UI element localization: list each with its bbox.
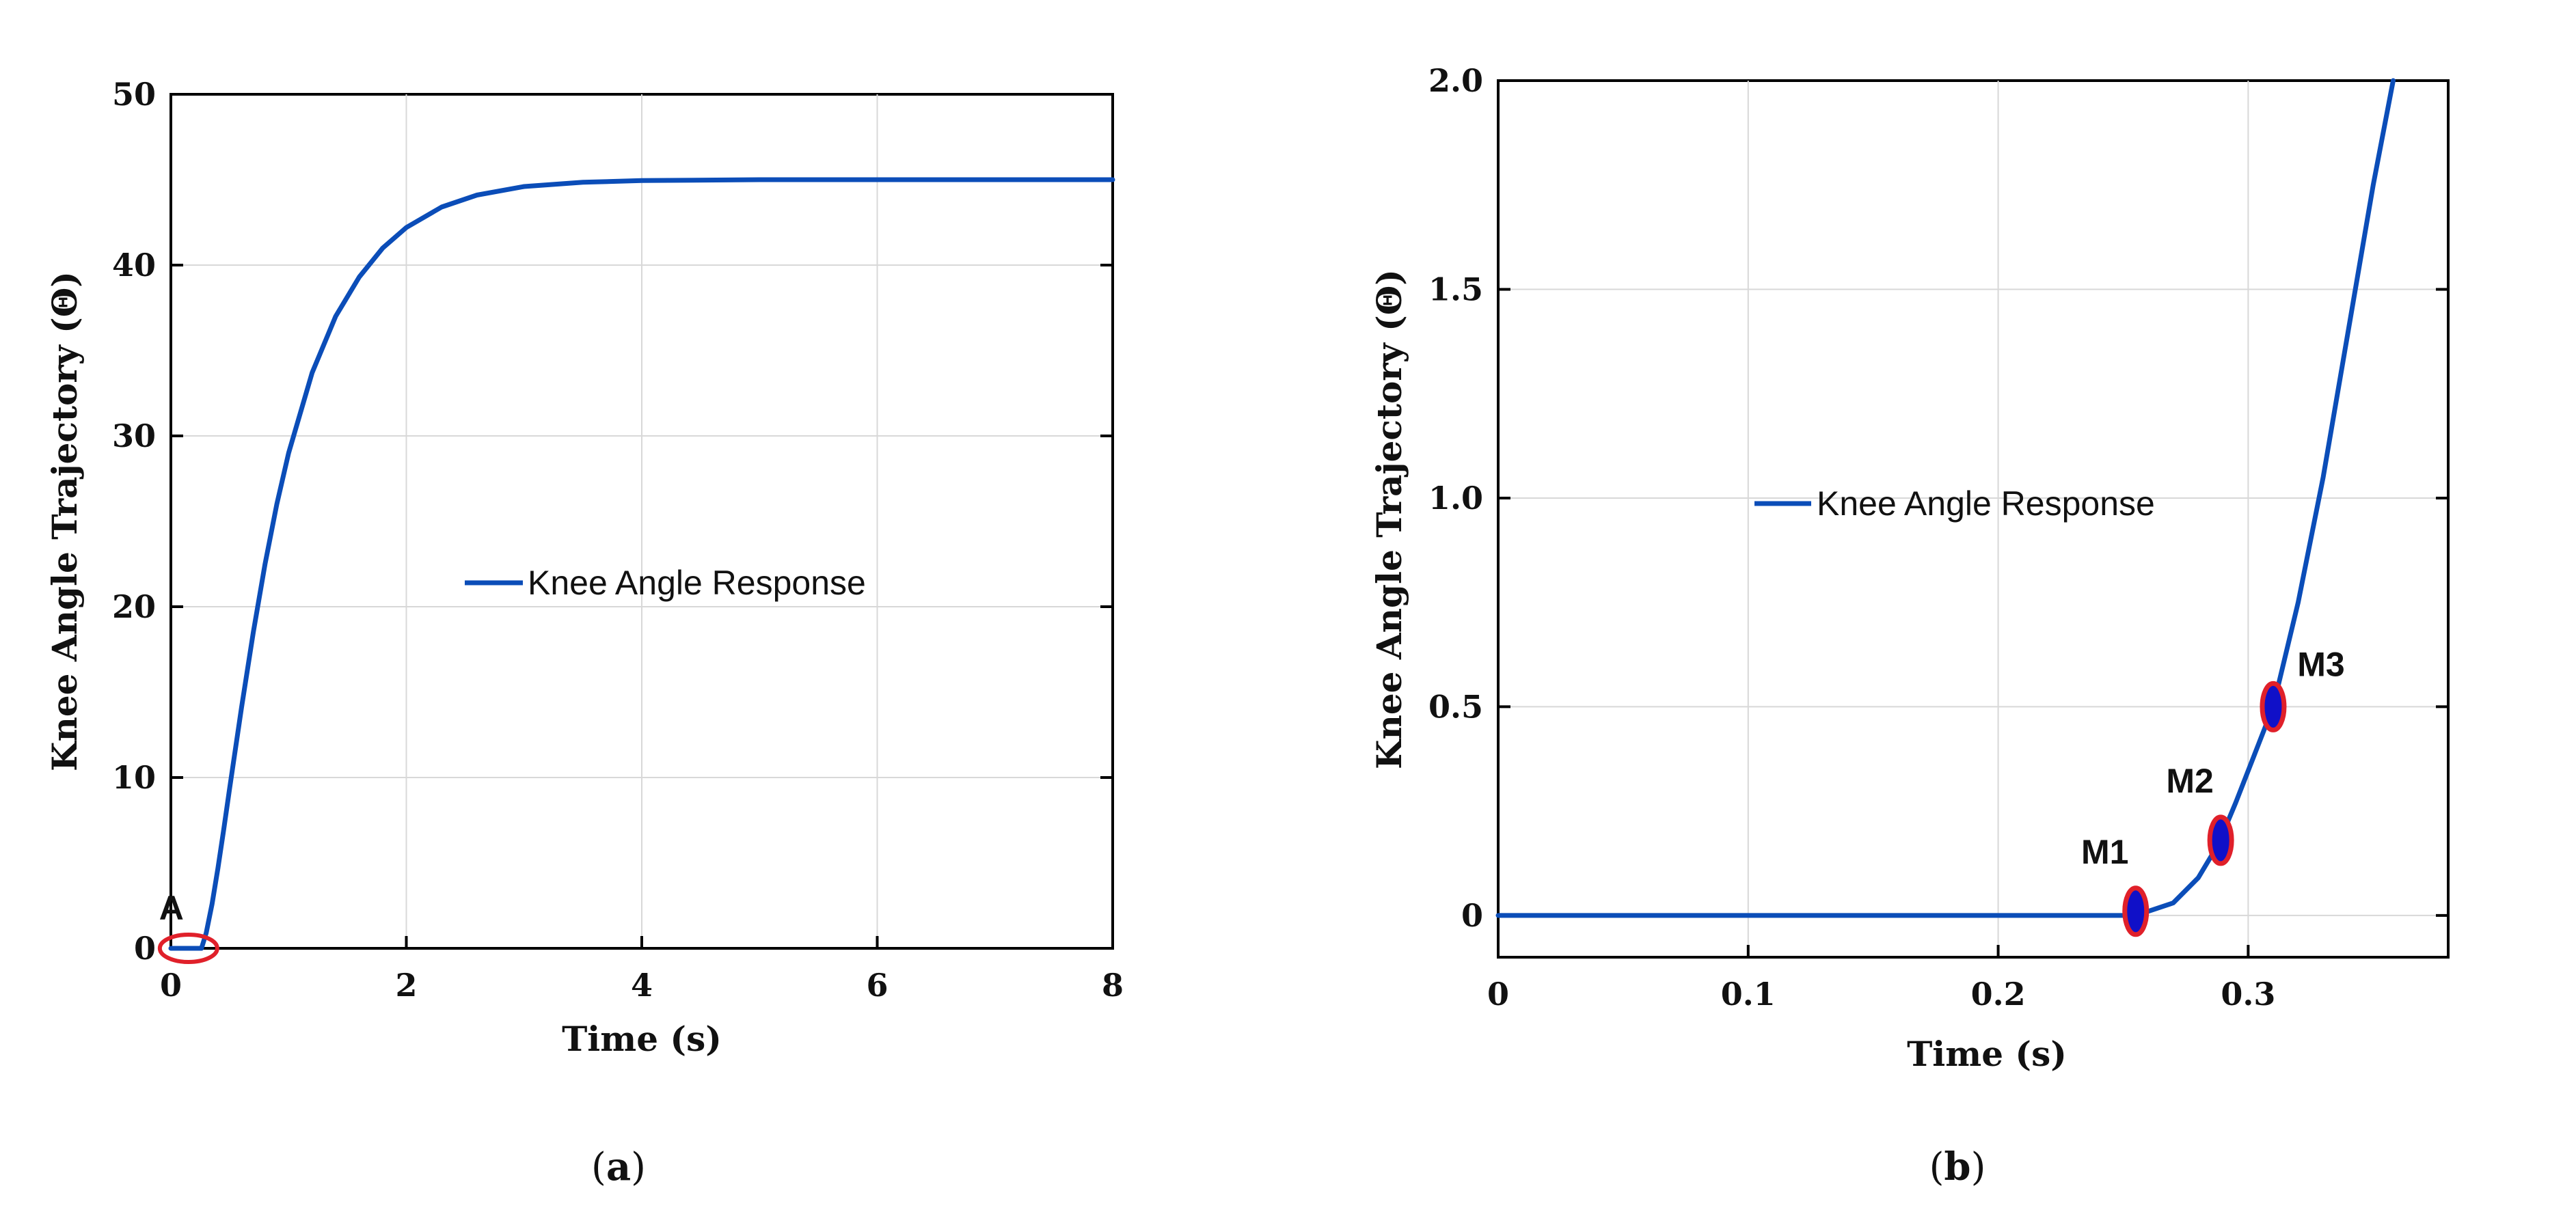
b-marker-m1 xyxy=(2122,885,2150,937)
panel-b-label: (b) xyxy=(1929,1144,1986,1190)
a-x-tick-label: 0 xyxy=(160,967,182,1004)
panel-b-chart: 0 0.1 0.2 0.3 0 0.5 1.0 1.5 2.0 M1 M2 M3 Knee Angl… xyxy=(1369,62,2450,1190)
panel-a-legend-label: Knee Angle Response xyxy=(528,564,866,602)
panel-a-x-axis-title: Time (s) xyxy=(562,1019,722,1059)
b-marker-label-m1: M1 xyxy=(2081,833,2128,871)
panel-a-y-axis-title: Knee Angle Trajectory (Θ) xyxy=(44,271,85,771)
b-y-tick-label: 1.0 xyxy=(1428,480,1483,517)
panel-b-plot-frame xyxy=(1497,79,2450,959)
panel-b-ticks: 0 0.1 0.2 0.3 0 0.5 1.0 1.5 2.0 xyxy=(1428,62,2448,1013)
panel-a-ticks: 0 2 4 6 8 0 10 20 30 40 50 xyxy=(112,76,1124,1004)
a-y-tick-label: 20 xyxy=(112,588,156,625)
panel-a-label: (a) xyxy=(591,1144,646,1190)
b-marker-label-m3: M3 xyxy=(2297,645,2344,683)
panel-a-grid xyxy=(171,94,1113,948)
b-x-tick-label: 0 xyxy=(1487,976,1509,1013)
a-annotation-label: A xyxy=(159,889,184,927)
b-marker-m3 xyxy=(2260,680,2287,732)
panel-a-series xyxy=(168,177,1115,951)
a-y-tick-label: 50 xyxy=(112,76,156,113)
panel-b-y-axis-title: Knee Angle Trajectory (Θ) xyxy=(1369,269,1409,769)
panel-b-markers: M1 M2 M3 xyxy=(2081,645,2345,937)
panel-b-legend-label: Knee Angle Response xyxy=(1817,484,2155,523)
b-y-tick-label: 0 xyxy=(1461,897,1483,934)
a-y-tick-label: 30 xyxy=(112,417,156,454)
panel-b-legend: Knee Angle Response xyxy=(1754,484,2155,523)
panel-b-label-letter: b xyxy=(1944,1144,1970,1190)
b-x-tick-label: 0.3 xyxy=(2221,976,2275,1013)
a-annotation-ellipse xyxy=(157,933,219,964)
a-x-tick-label: 6 xyxy=(866,967,888,1004)
panel-a-legend: Knee Angle Response xyxy=(465,564,866,602)
a-y-tick-label: 0 xyxy=(134,930,156,967)
a-x-tick-label: 8 xyxy=(1102,967,1124,1004)
panel-b-x-axis-title: Time (s) xyxy=(1907,1034,2067,1074)
a-x-tick-label: 2 xyxy=(395,967,417,1004)
b-x-tick-label: 0.2 xyxy=(1971,976,2026,1013)
b-y-tick-label: 0.5 xyxy=(1428,688,1483,725)
a-series-line xyxy=(168,177,1115,951)
b-y-tick-label: 2.0 xyxy=(1428,62,1483,99)
a-y-tick-label: 40 xyxy=(112,247,156,284)
b-y-tick-label: 1.5 xyxy=(1428,271,1483,307)
panel-a-label-letter: a xyxy=(606,1144,631,1190)
a-y-tick-label: 10 xyxy=(112,759,156,796)
panel-a-annotations: A xyxy=(157,889,219,964)
a-x-tick-label: 4 xyxy=(631,967,653,1004)
b-marker-m2 xyxy=(2207,814,2234,866)
b-x-tick-label: 0.1 xyxy=(1721,976,1776,1013)
panel-a-chart: 0 2 4 6 8 0 10 20 30 40 50 A Knee Angle Response T… xyxy=(44,76,1124,1190)
b-marker-label-m2: M2 xyxy=(2166,762,2213,800)
